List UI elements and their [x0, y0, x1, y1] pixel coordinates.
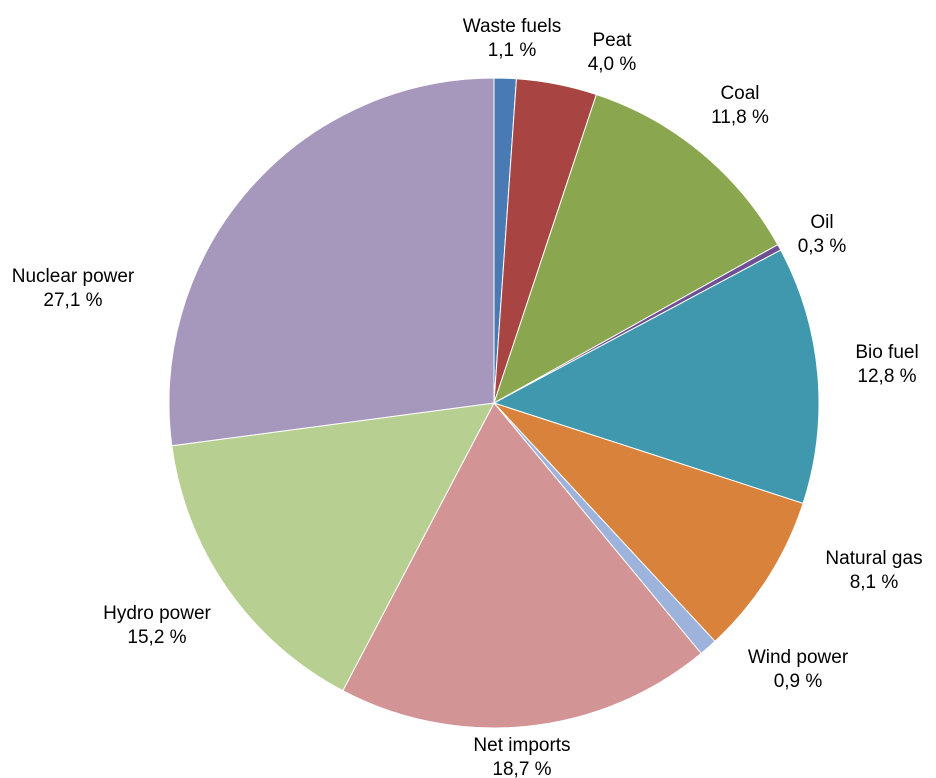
- pie-slice-hydro-power: [171, 402, 495, 692]
- slice-label-nuclear-power: Nuclear power: [12, 266, 135, 287]
- pie-slice-natural-gas: [492, 401, 804, 643]
- slice-label-bio-fuel: Bio fuel: [855, 342, 918, 363]
- slice-value-waste-fuels: 1,1 %: [488, 40, 537, 61]
- slice-label-oil: Oil: [810, 212, 833, 233]
- slice-label-net-imports: Net imports: [473, 735, 570, 756]
- slice-value-coal: 11,8 %: [711, 107, 769, 128]
- slice-value-bio-fuel: 12,8 %: [857, 366, 916, 387]
- pie-slices: [168, 77, 820, 729]
- slice-label-peat: Peat: [592, 30, 632, 51]
- slice-value-hydro-power: 15,2 %: [127, 627, 186, 648]
- slice-label-waste-fuels: Waste fuels: [463, 16, 562, 37]
- slice-value-peat: 4,0 %: [588, 54, 637, 75]
- slice-label-natural-gas: Natural gas: [825, 548, 922, 569]
- slice-value-net-imports: 18,7 %: [492, 759, 551, 778]
- slice-value-nuclear-power: 27,1 %: [43, 290, 102, 311]
- pie-slice-coal: [493, 93, 779, 405]
- pie-slice-nuclear-power: [168, 77, 495, 447]
- slice-label-hydro-power: Hydro power: [103, 603, 211, 624]
- slice-value-natural-gas: 8,1 %: [850, 572, 899, 593]
- slice-label-wind-power: Wind power: [748, 647, 849, 668]
- slice-value-wind-power: 0,9 %: [774, 671, 823, 692]
- pie-slice-net-imports: [342, 402, 702, 729]
- slice-label-coal: Coal: [720, 83, 759, 104]
- pie-slice-bio-fuel: [492, 249, 820, 505]
- slice-value-oil: 0,3 %: [798, 236, 847, 257]
- pie-labels: Waste fuels 1,1 % Peat 4,0 % Coal 11,8 % Oil 0,…: [12, 16, 923, 778]
